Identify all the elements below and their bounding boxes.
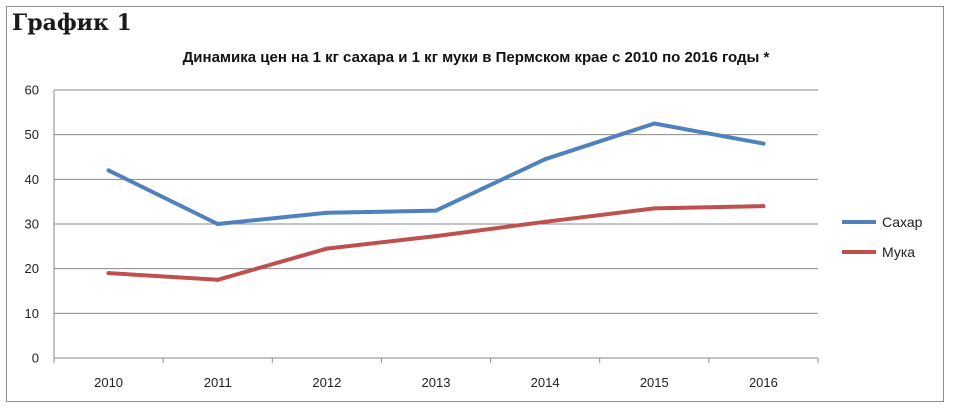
y-tick-label: 60 xyxy=(25,83,39,98)
legend: Сахар Мука xyxy=(842,214,923,260)
y-tick-label: 20 xyxy=(25,261,39,276)
axes: 0 10 20 30 40 50 60 2010 2011 2012 2013 2014 2015 201… xyxy=(25,83,819,390)
x-tick-label: 2016 xyxy=(749,375,778,390)
data-point xyxy=(543,219,548,224)
x-tick-label: 2011 xyxy=(204,375,232,390)
data-point xyxy=(543,157,548,162)
x-tick-label: 2014 xyxy=(531,375,560,390)
y-tick-label: 30 xyxy=(25,217,39,232)
y-tick-label: 10 xyxy=(25,306,39,321)
data-point xyxy=(761,141,766,146)
data-point xyxy=(215,277,220,282)
x-tick-label: 2010 xyxy=(94,375,123,390)
y-tick-label: 0 xyxy=(32,351,39,366)
figure-frame xyxy=(6,6,944,402)
chart-title: Динамика цен на 1 кг сахара и 1 кг муки … xyxy=(183,49,770,66)
legend-label: Мука xyxy=(882,244,915,260)
data-point xyxy=(652,206,657,211)
grid-lines xyxy=(54,89,818,314)
legend-label: Сахар xyxy=(882,214,923,230)
data-point xyxy=(761,204,766,209)
data-point xyxy=(434,208,438,213)
figure-heading: График 1 xyxy=(12,10,132,36)
data-point xyxy=(324,210,329,215)
y-tick-label: 50 xyxy=(25,127,39,142)
data-point xyxy=(106,168,111,173)
y-tick-label: 40 xyxy=(25,172,39,187)
data-point xyxy=(215,222,220,226)
x-tick-label: 2012 xyxy=(312,375,341,390)
data-point xyxy=(106,271,111,276)
data-point xyxy=(324,246,329,251)
x-tick-label: 2013 xyxy=(422,375,451,390)
x-tick-label: 2015 xyxy=(640,375,669,390)
data-point xyxy=(652,121,657,126)
series-lines xyxy=(106,121,766,282)
data-point xyxy=(434,234,438,239)
